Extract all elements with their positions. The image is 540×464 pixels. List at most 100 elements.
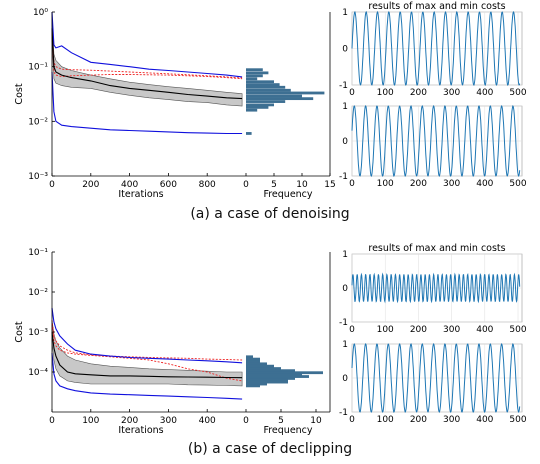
- b-hist-bar-6: [246, 369, 295, 373]
- b-cost-upper-envelope: [51, 307, 243, 364]
- a-hist-bar-12: [246, 103, 274, 107]
- b-wave-max-ytick-label-0: -1: [339, 318, 348, 328]
- a-wave-min-xtick-label-2: 200: [410, 179, 427, 189]
- a-cost-mean-line: [51, 28, 243, 100]
- b-cost-mean-line: [51, 331, 243, 379]
- b-wave-min-xtick-label-4: 400: [476, 415, 493, 425]
- b-hist-bar-5: [246, 367, 281, 370]
- b-hist-bar-11: [246, 378, 288, 382]
- a-cost-ytick-label-2: 10⁻¹: [28, 63, 48, 73]
- b-hist-bar-8: [246, 373, 302, 377]
- a-wave-min-xtick-label-0: 0: [349, 179, 355, 189]
- b-hist-xtick-label-1: 5: [278, 416, 284, 426]
- b-wave-max-ytick-label-2: 1: [342, 250, 348, 260]
- a-cost-ylabel: Cost: [14, 83, 25, 104]
- b-wave-min-ytick-label-1: 0: [342, 374, 348, 384]
- a-wave-max-ytick-label-0: -1: [339, 81, 348, 91]
- b-wave-min-ytick-label-2: 1: [342, 340, 348, 350]
- b-hist-bar-4: [246, 364, 274, 368]
- b-cost-xtick-label-3: 300: [160, 416, 177, 426]
- a-cost-upper-envelope: [51, 11, 243, 78]
- b-wave-min-ytick-label-0: -1: [339, 408, 348, 418]
- a-hist-bar-3: [246, 77, 258, 81]
- b-wave-min-signal: [351, 342, 521, 413]
- b-hist-bar-3: [246, 362, 267, 366]
- a-hist-bar-4: [246, 80, 274, 84]
- a-wave-max-xtick-label-3: 300: [443, 88, 460, 98]
- b-hist-bar-14: [246, 384, 260, 388]
- a-hist-bar-0: [246, 68, 263, 72]
- b-wave-max-xtick-label-5: 500: [509, 325, 526, 335]
- a-wave-max-xtick-label-5: 500: [509, 88, 526, 98]
- a-wave-max-xtick-label-1: 100: [377, 88, 394, 98]
- a-cost-xtick-label-1: 200: [82, 180, 99, 190]
- b-cost-ylabel: Cost: [14, 321, 25, 342]
- b-hist-bar-1: [246, 357, 260, 361]
- a-hist-bar-2: [246, 74, 263, 78]
- a-hist-xtick-label-1: 5: [271, 180, 277, 190]
- a-wave-max-xtick-label-4: 400: [476, 88, 493, 98]
- a-cost-xtick-label-4: 800: [199, 180, 216, 190]
- caption-b: (b) a case of declipping: [187, 441, 353, 457]
- b-cost-ytick-label-1: 10⁻³: [28, 328, 48, 338]
- b-cost-lower-envelope: [51, 352, 243, 400]
- b-cost-xtick-label-4: 400: [199, 416, 216, 426]
- a-cost-lower-envelope: [51, 71, 243, 135]
- b-cost-xtick-label-1: 100: [82, 416, 99, 426]
- b-cost-xtick-label-0: 0: [49, 416, 55, 426]
- a-wave-max-title: results of max and min costs: [368, 1, 505, 12]
- caption-a: (a) a case of denoising: [190, 206, 350, 222]
- b-cost-ytick-label-0: 10⁻⁴: [28, 368, 48, 378]
- a-cost-xtick-label-0: 0: [49, 180, 55, 190]
- b-wave-max-xtick-label-1: 100: [377, 325, 394, 335]
- a-hist-bar-14: [246, 108, 258, 112]
- a-wave-min-ytick-label-0: -1: [339, 172, 348, 182]
- a-cost-xtick-label-3: 600: [160, 180, 177, 190]
- b-cost-red-line-0: [51, 319, 243, 361]
- a-hist-xlabel: Frequency: [263, 189, 312, 200]
- a-wave-min-ytick-label-2: 1: [342, 102, 348, 112]
- a-hist-bar-8: [246, 91, 325, 95]
- a-hist-xtick-label-2: 10: [296, 180, 308, 190]
- a-wave-min-signal: [351, 104, 521, 177]
- b-wave-max-xtick-label-0: 0: [349, 325, 355, 335]
- b-hist-bar-9: [246, 375, 309, 378]
- a-hist-bar-13: [246, 105, 269, 109]
- b-hist-bar-7: [246, 371, 323, 375]
- a-wave-min-xtick-label-1: 100: [377, 179, 394, 189]
- b-wave-min-xtick-label-3: 300: [443, 415, 460, 425]
- b-wave-min-xtick-label-1: 100: [377, 415, 394, 425]
- a-hist-bar-15: [246, 132, 252, 135]
- a-cost-ytick-label-1: 10⁻²: [28, 117, 48, 127]
- a-hist-xtick-label-0: 0: [243, 180, 249, 190]
- b-wave-max-xtick-label-2: 200: [410, 325, 427, 335]
- a-wave-max-xtick-label-0: 0: [349, 88, 355, 98]
- a-cost-ytick-label-3: 10⁰: [33, 8, 48, 18]
- a-cost-xlabel: Iterations: [118, 189, 163, 200]
- a-wave-min-ytick-label-1: 0: [342, 137, 348, 147]
- a-cost-red-line-1: [51, 33, 243, 80]
- a-wave-max-ytick-label-2: 1: [342, 8, 348, 18]
- b-wave-max-title: results of max and min costs: [368, 243, 505, 254]
- b-hist-xtick-label-2: 10: [310, 416, 322, 426]
- b-wave-min-xtick-label-5: 500: [509, 415, 526, 425]
- a-wave-max-signal: [351, 10, 521, 87]
- b-hist-bar-2: [246, 360, 260, 364]
- a-hist-bar-9: [246, 94, 302, 98]
- b-cost-ytick-label-2: 10⁻²: [28, 288, 48, 298]
- b-hist-bar-0: [246, 355, 253, 359]
- b-hist-bar-12: [246, 380, 288, 384]
- a-cost-spread-band: [51, 14, 243, 107]
- a-wave-min-xtick-label-3: 300: [443, 179, 460, 189]
- a-cost-xtick-label-2: 400: [121, 180, 138, 190]
- a-hist-bar-5: [246, 83, 280, 86]
- b-cost-red-line-1: [51, 324, 243, 382]
- a-wave-max-xtick-label-2: 200: [410, 88, 427, 98]
- b-cost-xlabel: Iterations: [118, 425, 163, 436]
- b-wave-max-xtick-label-3: 300: [443, 325, 460, 335]
- a-cost-red-line-0: [51, 28, 243, 79]
- a-cost-ytick-label-0: 10⁻³: [28, 172, 48, 182]
- b-hist-xtick-label-0: 0: [243, 416, 249, 426]
- b-hist-bar-10: [246, 377, 295, 380]
